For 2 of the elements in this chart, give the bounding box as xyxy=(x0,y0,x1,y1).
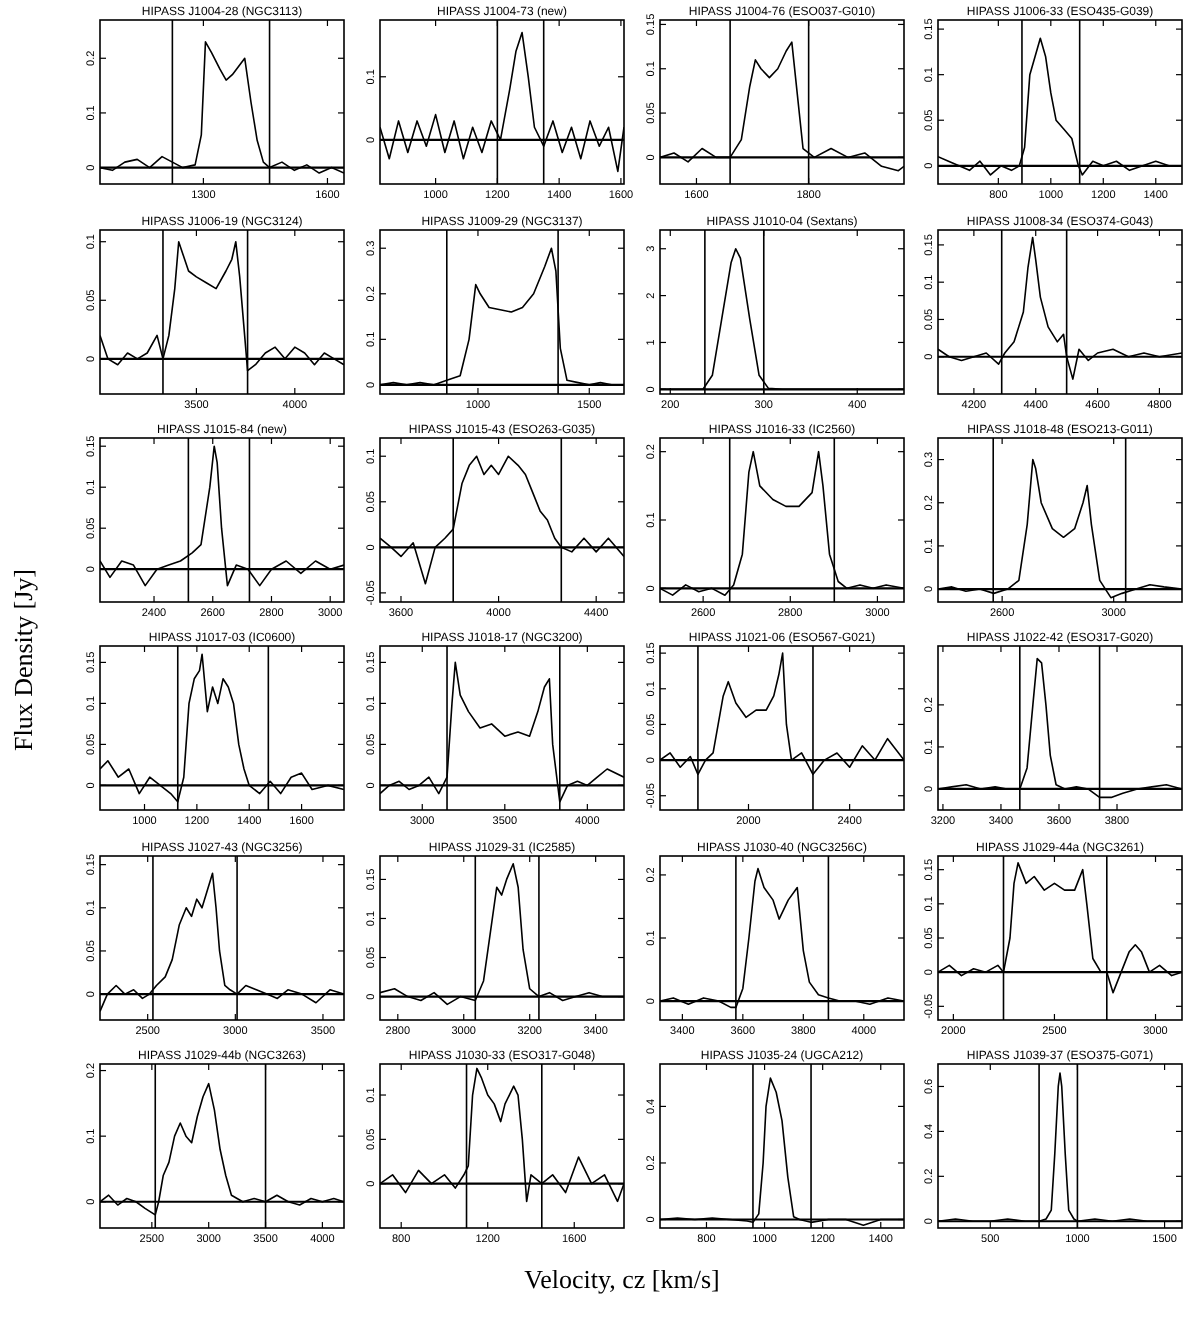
y-axis-title: Flux Density [Jy] xyxy=(8,569,38,751)
x-axis-title: Velocity, cz [km/s] xyxy=(524,1264,720,1294)
